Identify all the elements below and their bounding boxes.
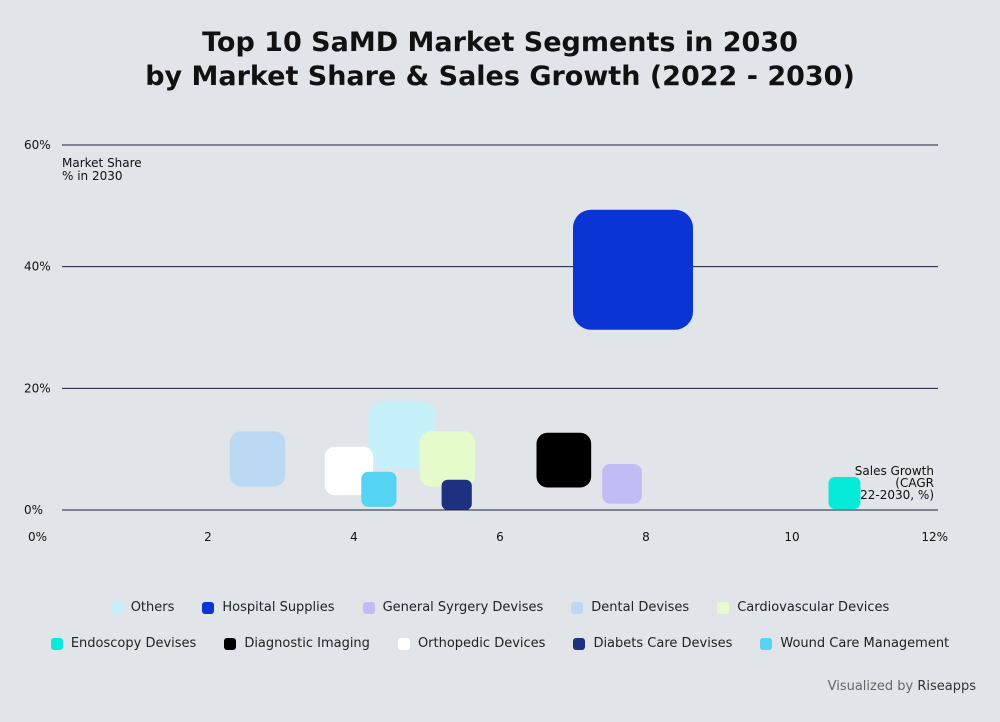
legend-swatch	[50, 637, 63, 650]
legend-row-1: Others Hospital Supplies General Syrgery D…	[0, 600, 1000, 615]
legend-swatch	[571, 601, 584, 614]
x-axis-label-line-2: 2022-2030, %)	[845, 488, 934, 502]
legend-label: Diagnostic Imaging	[244, 636, 370, 651]
x-axis-label-line-1: (CAGR	[895, 476, 934, 490]
y-tick-label-0: 0%	[24, 503, 43, 517]
chart-title-line-1: Top 10 SaMD Market Segments in 2030	[202, 27, 798, 58]
x-tick-label-0: 0%	[28, 530, 47, 544]
x-tick-label-5: 10	[784, 530, 799, 544]
y-tick-label-3: 60%	[24, 138, 51, 152]
legend-label: Wound Care Management	[780, 636, 950, 651]
legend-swatch	[110, 601, 123, 614]
legend-label: Orthopedic Devices	[417, 636, 546, 651]
legend-label: General Syrgery Devises	[382, 600, 544, 615]
legend-item-general-syrgery-devises: General Syrgery Devises	[362, 600, 544, 615]
chart-title-line-2: by Market Share & Sales Growth (2022 - 2…	[145, 61, 855, 92]
data-point-dental-devises	[229, 431, 286, 487]
y-tick-label-2: 40%	[24, 260, 51, 274]
legend-label: Cardiovascular Devices	[737, 600, 890, 615]
legend-swatch	[224, 637, 237, 650]
footer-prefix: Visualized by	[827, 679, 914, 694]
chart-title: Top 10 SaMD Market Segments in 2030 by M…	[0, 26, 1000, 94]
data-point-hospital-supplies	[573, 209, 693, 330]
legend-item-diagnostic-imaging: Diagnostic Imaging	[224, 636, 370, 651]
data-point-orthopedic-devices	[324, 446, 374, 496]
legend-swatch	[362, 601, 375, 614]
legend-item-endoscopy-devises: Endoscopy Devises	[50, 636, 197, 651]
legend-label: Diabets Care Devises	[593, 636, 733, 651]
legend-item-cardiovascular-devices: Cardiovascular Devices	[717, 600, 889, 615]
legend-swatch	[573, 637, 586, 650]
legend-label: Dental Devises	[591, 600, 690, 615]
data-point-diabets-care-devises	[441, 479, 472, 510]
y-tick-label-1: 20%	[24, 381, 51, 395]
data-point-others	[368, 401, 436, 469]
legend-label: Endoscopy Devises	[70, 636, 197, 651]
legend-swatch	[202, 601, 215, 614]
data-point-cardiovascular-devices	[419, 431, 476, 487]
legend-swatch	[397, 637, 410, 650]
legend-item-dental-devises: Dental Devises	[571, 600, 689, 615]
data-point-general-syrgery-devises	[602, 464, 642, 504]
legend-swatch	[760, 637, 773, 650]
x-tick-label-6: 12%	[921, 530, 948, 544]
legend-row-2: Endoscopy Devises Diagnostic Imaging Ortho…	[0, 636, 1000, 651]
legend-item-hospital-supplies: Hospital Supplies	[202, 600, 335, 615]
legend-item-others: Others	[110, 600, 175, 615]
footer-attribution: Visualized by Riseapps	[828, 679, 976, 694]
x-tick-label-4: 8	[642, 530, 650, 544]
x-tick-label-3: 6	[496, 530, 504, 544]
legend-label: Hospital Supplies	[222, 600, 335, 615]
legend-item-diabets-care-devises: Diabets Care Devises	[573, 636, 732, 651]
data-point-endoscopy-devises	[828, 476, 861, 509]
y-axis-label-line-1: % in 2030	[62, 169, 123, 183]
data-point-wound-care-management	[361, 471, 397, 507]
legend-item-orthopedic-devices: Orthopedic Devices	[397, 636, 546, 651]
x-axis-label-line-0: Sales Growth	[855, 464, 934, 478]
legend-item-wound-care-management: Wound Care Management	[760, 636, 949, 651]
data-point-diagnostic-imaging	[536, 432, 592, 488]
x-tick-label-1: 2	[204, 530, 212, 544]
legend-label: Others	[130, 600, 175, 615]
x-tick-label-2: 4	[350, 530, 358, 544]
legend-swatch	[717, 601, 730, 614]
footer-brand: Riseapps	[917, 679, 976, 694]
y-axis-label-line-0: Market Share	[62, 156, 142, 170]
